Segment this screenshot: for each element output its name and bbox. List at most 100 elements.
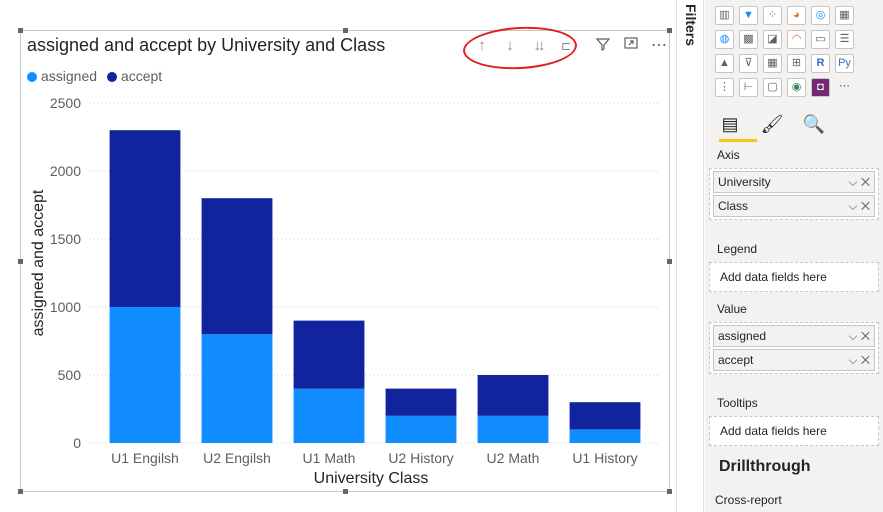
pill-chevron-close-icons[interactable]: ⌵ ✕ bbox=[848, 329, 870, 343]
tooltips-well[interactable]: Add data fields here bbox=[709, 416, 879, 446]
pill-chevron-close-icons[interactable]: ⌵ ✕ bbox=[848, 353, 870, 367]
filters-pane-collapsed[interactable] bbox=[676, 0, 704, 512]
drillthrough-heading: Drillthrough bbox=[719, 458, 811, 475]
decomposition-tree-icon[interactable]: ⊢ bbox=[739, 78, 758, 97]
scatter-chart-icon[interactable]: ⁘ bbox=[763, 6, 782, 25]
format-paint-roller-icon[interactable]: 🖌 bbox=[760, 114, 784, 134]
power-apps-icon[interactable]: ◘ bbox=[811, 78, 830, 97]
pill-chevron-close-icons[interactable]: ⌵ ✕ bbox=[848, 175, 870, 189]
filter-icon[interactable] bbox=[593, 36, 613, 56]
arcgis-map-icon[interactable]: ◉ bbox=[787, 78, 806, 97]
line-stacked-column-icon[interactable]: ▥ bbox=[715, 6, 734, 25]
chart-plot-area: 0 500 1000 1500 2000 2500 U1 Engilsh U2 Engilsh… bbox=[30, 95, 661, 487]
python-visual-icon[interactable]: Py bbox=[835, 54, 854, 73]
x-axis-title: University Class bbox=[314, 470, 429, 487]
x-tick-label: U2 Math bbox=[487, 450, 540, 466]
field-pill-class[interactable]: Class ⌵ ✕ bbox=[713, 195, 875, 217]
arrow-down-icon[interactable]: ↓ bbox=[506, 37, 514, 54]
tooltips-well-label: Tooltips bbox=[717, 396, 758, 410]
key-influencers-icon[interactable]: ⋮ bbox=[715, 78, 734, 97]
chart-title: assigned and accept by University and Cl… bbox=[27, 35, 386, 55]
bar-segment-accept[interactable] bbox=[201, 198, 273, 335]
resize-handle[interactable] bbox=[18, 28, 23, 33]
map-icon[interactable]: ◍ bbox=[715, 30, 734, 49]
funnel-icon[interactable]: ▼ bbox=[739, 6, 758, 25]
resize-handle[interactable] bbox=[343, 28, 348, 33]
visualizations-pane: ▥ ▼ ⁘ ◕ ◎ ▦ ◍ ▩ ◪ ◠ ▭ ☰ ▲ ⊽ ▦ ⊞ R Py ⋮ ⊢… bbox=[705, 0, 883, 512]
field-pill-university[interactable]: University ⌵ ✕ bbox=[713, 171, 875, 193]
bar-segment-assigned[interactable] bbox=[109, 307, 181, 443]
axis-well-label: Axis bbox=[717, 148, 740, 162]
stacked-column-chart-visual[interactable]: assigned and accept by University and Cl… bbox=[18, 24, 672, 494]
pill-chevron-close-icons[interactable]: ⌵ ✕ bbox=[848, 199, 870, 213]
donut-chart-icon[interactable]: ◎ bbox=[811, 6, 830, 25]
shape-map-icon[interactable]: ◪ bbox=[763, 30, 782, 49]
y-tick-label: 500 bbox=[58, 367, 82, 383]
resize-handle[interactable] bbox=[18, 259, 23, 264]
field-pill-assigned[interactable]: assigned ⌵ ✕ bbox=[713, 325, 875, 347]
visual-type-gallery: ▥ ▼ ⁘ ◕ ◎ ▦ ◍ ▩ ◪ ◠ ▭ ☰ ▲ ⊽ ▦ ⊞ R Py ⋮ ⊢… bbox=[715, 0, 883, 102]
x-tick-label: U1 History bbox=[572, 450, 637, 466]
y-tick-label: 0 bbox=[73, 435, 81, 451]
field-pill-accept[interactable]: accept ⌵ ✕ bbox=[713, 349, 875, 371]
resize-handle[interactable] bbox=[18, 489, 23, 494]
bar-segment-assigned[interactable] bbox=[293, 388, 365, 443]
y-tick-label: 2000 bbox=[50, 163, 81, 179]
axis-well[interactable]: University ⌵ ✕ Class ⌵ ✕ bbox=[709, 168, 879, 220]
bar-segment-assigned[interactable] bbox=[569, 429, 641, 443]
tooltips-well-placeholder: Add data fields here bbox=[720, 424, 827, 438]
resize-handle[interactable] bbox=[667, 28, 672, 33]
bar-segment-assigned[interactable] bbox=[477, 415, 549, 443]
focus-mode-icon[interactable] bbox=[621, 36, 641, 56]
resize-handle[interactable] bbox=[667, 259, 672, 264]
x-tick-label: U1 Math bbox=[303, 450, 356, 466]
pie-chart-icon[interactable]: ◕ bbox=[787, 6, 806, 25]
legend-label: accept bbox=[120, 68, 163, 84]
bar-segment-accept[interactable] bbox=[477, 375, 549, 416]
kpi-icon[interactable]: ▲ bbox=[715, 54, 734, 73]
value-well-label: Value bbox=[717, 302, 747, 316]
y-tick-label: 1500 bbox=[50, 231, 81, 247]
slicer-icon[interactable]: ⊽ bbox=[739, 54, 758, 73]
bar-segment-accept[interactable] bbox=[569, 402, 641, 430]
y-tick-label: 1000 bbox=[50, 299, 81, 315]
resize-handle[interactable] bbox=[343, 489, 348, 494]
filters-pane-label[interactable]: Filters bbox=[683, 4, 699, 47]
legend-item-accept[interactable]: accept bbox=[106, 68, 163, 84]
arrow-up-icon[interactable]: ↑ bbox=[478, 37, 486, 54]
more-options-icon[interactable]: ⋯ bbox=[651, 37, 667, 54]
qa-icon[interactable]: ▢ bbox=[763, 78, 782, 97]
y-axis-title: assigned and accept bbox=[30, 189, 47, 336]
chart-legend: assigned accept bbox=[27, 68, 168, 84]
analytics-magnifier-icon[interactable]: 🔍 bbox=[802, 114, 826, 134]
legend-well-label: Legend bbox=[717, 242, 758, 256]
legend-item-assigned[interactable]: assigned bbox=[27, 68, 97, 84]
bar-segment-accept[interactable] bbox=[109, 130, 181, 307]
bar-segment-assigned[interactable] bbox=[385, 415, 457, 443]
r-visual-icon[interactable]: R bbox=[811, 54, 830, 73]
double-arrow-down-icon[interactable]: ↓↓ bbox=[533, 37, 546, 54]
active-tab-indicator bbox=[719, 139, 757, 142]
filled-map-icon[interactable]: ▩ bbox=[739, 30, 758, 49]
value-well[interactable]: assigned ⌵ ✕ accept ⌵ ✕ bbox=[709, 322, 879, 374]
y-tick-label: 2500 bbox=[50, 95, 81, 111]
bar-segment-accept[interactable] bbox=[385, 388, 457, 416]
report-canvas: assigned and accept by University and Cl… bbox=[18, 24, 672, 494]
resize-handle[interactable] bbox=[667, 489, 672, 494]
bar-segment-assigned[interactable] bbox=[201, 334, 273, 443]
matrix-icon[interactable]: ⊞ bbox=[787, 54, 806, 73]
expand-hierarchy-icon[interactable]: ⊏ bbox=[560, 39, 572, 53]
viz-pane-tabs: ▤ 🖌 🔍 bbox=[717, 112, 827, 138]
fields-tab-icon[interactable]: ▤ bbox=[721, 114, 739, 134]
cross-report-label: Cross-report bbox=[715, 493, 782, 507]
card-icon[interactable]: ▭ bbox=[811, 30, 830, 49]
more-visuals-icon[interactable]: ⋯ bbox=[839, 80, 850, 92]
multi-row-card-icon[interactable]: ☰ bbox=[835, 30, 854, 49]
bar-segment-accept[interactable] bbox=[293, 320, 365, 389]
legend-dot-icon bbox=[106, 72, 117, 82]
legend-well-placeholder: Add data fields here bbox=[720, 270, 827, 284]
table-icon[interactable]: ▦ bbox=[763, 54, 782, 73]
treemap-icon[interactable]: ▦ bbox=[835, 6, 854, 25]
legend-well[interactable]: Add data fields here bbox=[709, 262, 879, 292]
gauge-icon[interactable]: ◠ bbox=[787, 30, 806, 49]
